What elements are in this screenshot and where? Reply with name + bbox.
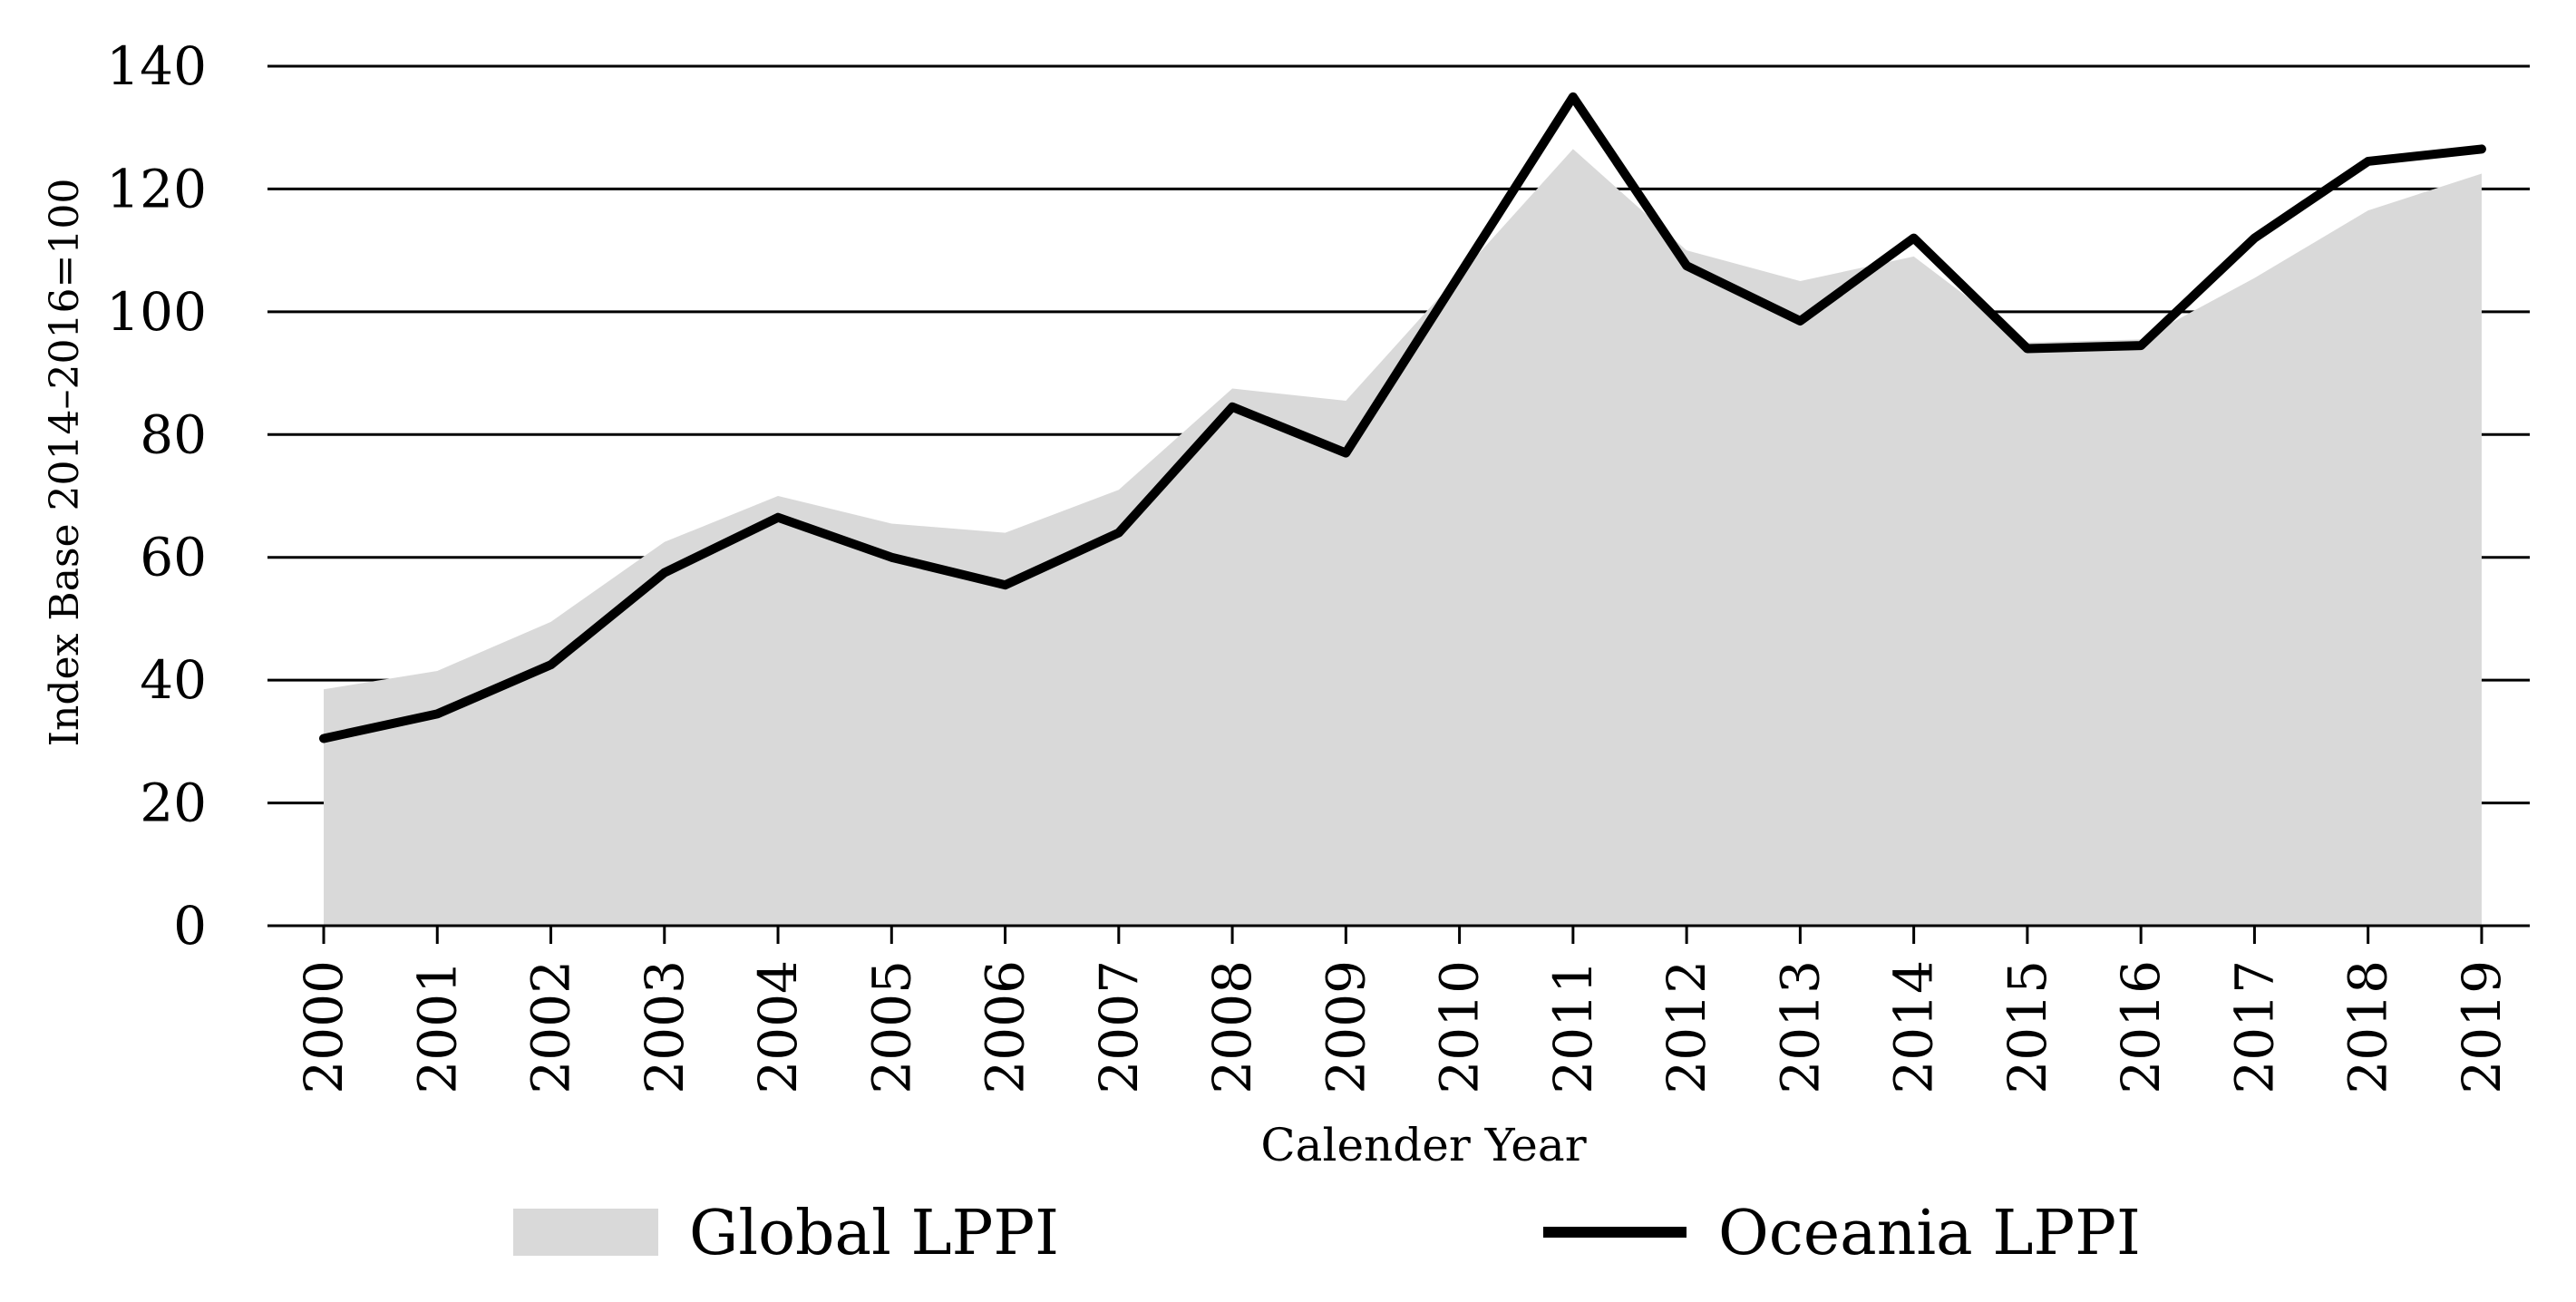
- x-tick-label-2013: 2013: [1769, 960, 1831, 1094]
- x-tick-label-2014: 2014: [1883, 960, 1945, 1094]
- x-tick-label-2019: 2019: [2451, 960, 2513, 1094]
- y-tick-label-120: 120: [106, 158, 207, 219]
- x-tick-label-2000: 2000: [293, 960, 355, 1094]
- y-axis-label: Index Base 2014–2016=100: [42, 179, 88, 747]
- y-tick-label-100: 100: [106, 281, 207, 343]
- x-tick-label-2005: 2005: [860, 960, 922, 1094]
- global-lppi-area: [324, 149, 2482, 926]
- y-tick-label-80: 80: [140, 403, 207, 465]
- x-tick-label-2008: 2008: [1201, 960, 1263, 1094]
- x-tick-label-2017: 2017: [2223, 960, 2285, 1094]
- x-tick-labels: 2000 2001 2002 2003 2004 2005 2006 2007 2008 2009…: [293, 960, 2513, 1094]
- x-tick-label-2002: 2002: [520, 960, 582, 1094]
- x-tick-label-2001: 2001: [406, 960, 468, 1094]
- x-tick-label-2007: 2007: [1088, 960, 1150, 1094]
- x-tick-label-2004: 2004: [747, 960, 809, 1094]
- x-tick-label-2011: 2011: [1542, 960, 1604, 1094]
- legend-label-oceania-lppi: Oceania LPPI: [1718, 1198, 2141, 1269]
- y-tick-label-20: 20: [140, 772, 207, 834]
- y-tick-label-140: 140: [106, 35, 207, 97]
- x-tick-label-2012: 2012: [1656, 960, 1717, 1094]
- legend-swatch-global-lppi: [513, 1209, 658, 1256]
- global-lppi-area-layer: [324, 149, 2482, 926]
- x-tick-label-2003: 2003: [634, 960, 695, 1094]
- y-tick-label-40: 40: [140, 649, 207, 711]
- x-tick-label-2010: 2010: [1429, 960, 1491, 1094]
- y-tick-label-60: 60: [140, 527, 207, 588]
- y-tick-label-0: 0: [173, 895, 207, 957]
- y-tick-labels: 0 20 40 60 80 100 120 140: [106, 35, 207, 957]
- legend: Global LPPI Oceania LPPI: [513, 1198, 2141, 1269]
- x-axis-label: Calender Year: [1260, 1119, 1586, 1171]
- x-tick-label-2006: 2006: [975, 960, 1036, 1094]
- x-tick-label-2016: 2016: [2110, 960, 2172, 1094]
- x-tick-label-2018: 2018: [2338, 960, 2399, 1094]
- x-tick-label-2015: 2015: [1997, 960, 2058, 1094]
- x-tick-label-2009: 2009: [1315, 960, 1376, 1094]
- axes: [267, 926, 2530, 944]
- legend-label-global-lppi: Global LPPI: [689, 1198, 1059, 1269]
